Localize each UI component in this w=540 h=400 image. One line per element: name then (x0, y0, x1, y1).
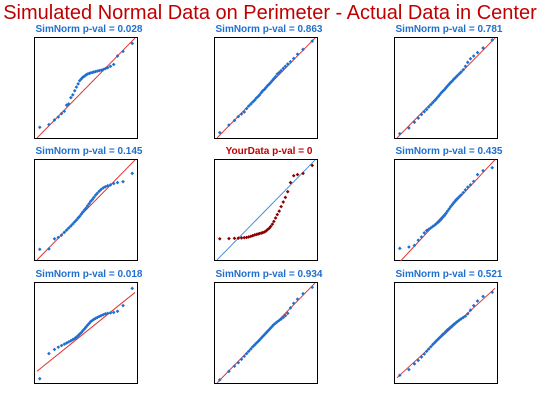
data-point (416, 238, 421, 243)
data-point (270, 222, 275, 227)
qq-plot-svg (214, 37, 318, 139)
data-point (59, 233, 64, 237)
data-point (424, 349, 429, 354)
data-point (47, 122, 51, 127)
qq-plot-svg (34, 159, 138, 261)
qq-plot-svg (394, 282, 498, 384)
data-point (246, 349, 251, 354)
data-point (490, 38, 495, 42)
data-point (74, 85, 79, 89)
qq-plot-svg (394, 159, 498, 261)
data-point (291, 56, 296, 61)
qq-plot-svg (394, 37, 498, 139)
data-point (111, 181, 116, 186)
data-point (281, 200, 286, 204)
data-point (52, 236, 57, 241)
data-point (310, 285, 315, 290)
data-point (64, 228, 69, 232)
plot-frame (34, 282, 138, 384)
qq-plot-svg (214, 159, 318, 261)
data-point (397, 373, 402, 378)
data-point (69, 224, 73, 228)
data-point (95, 191, 100, 196)
data-point (463, 188, 468, 192)
data-point (257, 93, 262, 97)
main-title: Simulated Normal Data on Perimeter - Act… (3, 2, 537, 24)
reference-line (36, 37, 136, 139)
data-point (424, 107, 429, 112)
data-point (463, 64, 468, 69)
data-point (465, 60, 470, 65)
panel-title: SimNorm p-val = 0.435 (395, 146, 503, 157)
data-point (70, 93, 75, 97)
data-point (217, 236, 222, 241)
data-point (52, 347, 57, 352)
data-point (242, 110, 247, 114)
data-point (80, 210, 85, 214)
panel-title: SimNorm p-val = 0.781 (395, 24, 503, 35)
data-point (481, 294, 485, 299)
data-point (232, 364, 237, 368)
data-point (277, 209, 282, 213)
data-point (283, 64, 288, 69)
data-point (236, 114, 241, 119)
data-point (37, 125, 42, 130)
panel-title: SimNorm p-val = 0.028 (35, 24, 143, 35)
data-point (301, 171, 305, 176)
data-point (285, 62, 290, 66)
data-point (74, 218, 79, 222)
data-point (236, 236, 241, 240)
data-point (422, 231, 427, 235)
data-point (37, 247, 42, 252)
data-point (291, 173, 296, 178)
panel-title: YourData p-val = 0 (225, 146, 313, 157)
qq-plot-svg (34, 282, 138, 384)
qq-plot-svg (214, 282, 318, 384)
data-point (66, 226, 71, 230)
data-point (244, 106, 249, 111)
data-point (447, 207, 452, 211)
data-point (461, 67, 466, 72)
data-point (47, 351, 51, 356)
panel-title: SimNorm p-val = 0.018 (35, 269, 143, 280)
data-point (437, 93, 442, 97)
data-point (465, 185, 470, 189)
data-point (407, 367, 411, 372)
plot-frame (394, 159, 498, 261)
data-point (70, 222, 75, 226)
data-point (108, 311, 113, 315)
data-point (62, 109, 67, 114)
data-point (430, 100, 435, 105)
data-point (277, 70, 282, 75)
data-point (239, 112, 244, 116)
data-point (115, 180, 120, 185)
reference-line (36, 292, 136, 372)
data-point (471, 54, 476, 58)
plot-frame (214, 37, 318, 139)
data-point (239, 236, 244, 240)
data-point (56, 345, 61, 350)
data-point (217, 378, 222, 382)
reference-line (216, 159, 316, 261)
data-point (244, 351, 249, 356)
data-point (242, 235, 247, 240)
panel-title: SimNorm p-val = 0.863 (215, 24, 323, 35)
panel-title: SimNorm p-val = 0.145 (35, 146, 143, 157)
qq-plot-svg (34, 37, 138, 139)
panel-title: SimNorm p-val = 0.934 (215, 269, 323, 280)
data-point (47, 247, 51, 251)
panel-title: SimNorm p-val = 0.521 (395, 269, 503, 280)
data-point (84, 206, 88, 211)
